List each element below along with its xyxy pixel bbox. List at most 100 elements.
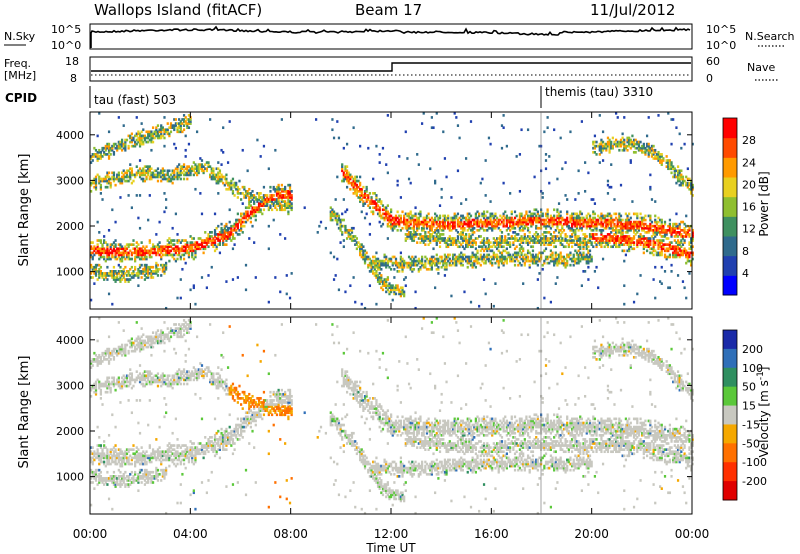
power-cell [341, 165, 344, 169]
power-cell [554, 218, 557, 222]
power-cell [407, 265, 411, 269]
power-cell [515, 233, 518, 236]
power-cell [440, 237, 443, 240]
power-cell [93, 153, 96, 156]
power-cell [525, 222, 528, 226]
power-cell [218, 243, 222, 246]
power-cell [189, 169, 192, 173]
power-cell [566, 259, 569, 263]
power-cell [587, 251, 590, 255]
power-cell [220, 235, 223, 238]
power-cell [106, 249, 109, 253]
power-cell [618, 239, 621, 242]
power-cell [502, 181, 505, 185]
power-cell [267, 300, 270, 304]
power-cell [626, 218, 629, 222]
power-cell [142, 179, 145, 183]
power-cell [499, 257, 502, 261]
power-cell [269, 198, 272, 201]
power-cell [512, 237, 515, 240]
power-cell [427, 231, 430, 234]
power-cell [688, 255, 691, 259]
power-cell [673, 251, 676, 255]
power-cell [378, 261, 381, 265]
power-cell [505, 218, 508, 222]
power-cell [654, 155, 657, 158]
power-cell [691, 233, 694, 236]
power-cell [528, 220, 531, 224]
power-cell [614, 245, 618, 249]
power-cell [668, 241, 672, 244]
power-cell [432, 220, 435, 224]
power-cell [179, 128, 182, 132]
power-cell [614, 138, 618, 142]
power-cell [481, 212, 484, 216]
power-cell [422, 237, 425, 240]
velocity-cell [94, 384, 98, 388]
power-cell [375, 276, 378, 279]
power-cell [597, 144, 600, 148]
power-cell [354, 239, 357, 242]
power-cell [166, 130, 169, 134]
power-cell [173, 247, 176, 251]
power-cell [601, 222, 605, 226]
power-cell [611, 146, 614, 150]
power-cell [160, 132, 163, 136]
power-cell [623, 243, 626, 246]
power-cell [334, 214, 337, 218]
power-cell [239, 224, 243, 228]
power-cell [672, 228, 675, 232]
power-cell [142, 245, 145, 249]
power-cell [125, 247, 129, 251]
power-cell [109, 257, 112, 261]
power-cell [588, 233, 592, 236]
power-cell [613, 243, 616, 246]
power-cell [223, 243, 226, 246]
power-cell [368, 233, 372, 236]
power-cell [618, 212, 621, 216]
velocity-cell [94, 477, 98, 480]
power-cell [210, 239, 213, 242]
power-cell [373, 261, 376, 265]
power-cell [458, 257, 461, 261]
power-cell [489, 200, 492, 203]
power-cell [210, 243, 213, 246]
power-cell [147, 169, 150, 173]
power-cell [155, 251, 158, 255]
power-cell [119, 257, 122, 261]
power-cell [388, 220, 391, 224]
power-cell [332, 136, 336, 140]
power-cell [147, 167, 150, 171]
power-cell [362, 245, 365, 249]
power-cell [381, 261, 385, 265]
power-cell [645, 134, 649, 138]
power-cell [611, 144, 614, 148]
power-cell [478, 245, 481, 249]
power-cell [164, 261, 168, 265]
power-cell [631, 247, 634, 251]
power-cell [209, 237, 212, 240]
power-cell [251, 224, 254, 228]
power-cell [417, 220, 420, 224]
power-cell [536, 241, 539, 244]
power-cell [513, 222, 517, 226]
power-cell [675, 175, 678, 179]
power-cell [182, 253, 186, 257]
power-cell [680, 220, 683, 224]
power-cell [650, 148, 654, 152]
power-cell [562, 257, 566, 261]
power-cell [553, 241, 556, 244]
power-cell [391, 218, 394, 222]
power-cell [420, 220, 424, 224]
power-cell [484, 159, 487, 162]
power-cell [99, 187, 103, 191]
power-cell [228, 231, 231, 234]
power-cell [137, 249, 140, 253]
power-cell [570, 239, 574, 242]
power-cell [512, 220, 515, 224]
power-cell [448, 237, 451, 240]
power-cell [523, 261, 526, 265]
power-cell [231, 235, 235, 238]
power-cell [474, 257, 478, 261]
power-cell [492, 253, 495, 257]
